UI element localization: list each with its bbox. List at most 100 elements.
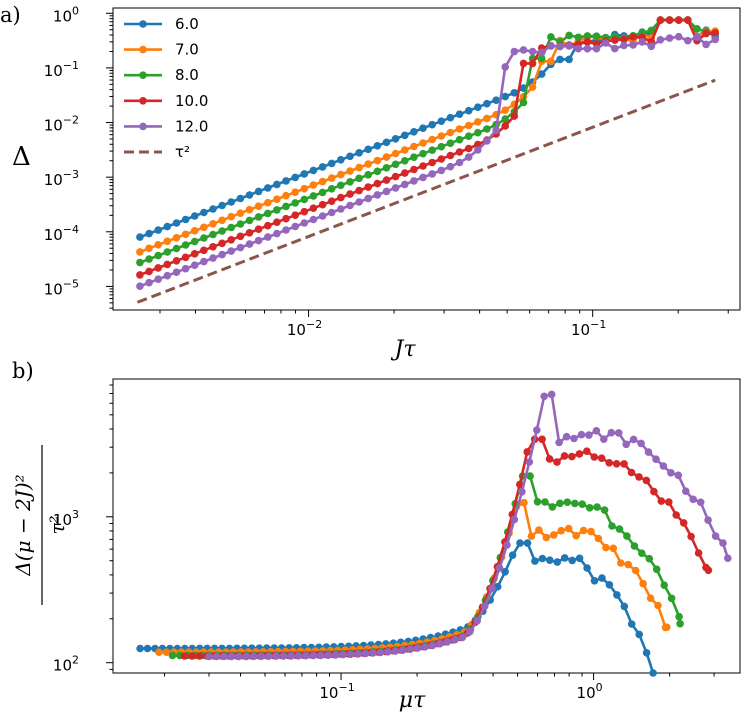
panel-a-data-point [282,226,290,234]
legend-swatch-marker [139,71,147,79]
panel-a-data-point [519,59,528,68]
panel-a-data-point [163,222,172,231]
panel-b-data-point [466,627,474,636]
panel-a-data-point [437,132,446,140]
panel-a-data-point [419,162,427,170]
panel-a-data-point [200,208,208,217]
panel-a-data-point [291,173,300,182]
panel-b-data-point [516,539,524,547]
panel-a-data-point [474,103,482,111]
panel-a-data-point [428,135,437,144]
panel-a-data-point [273,229,281,238]
panel-a-data-point [318,177,327,186]
panel-b-data-point [612,460,621,468]
panel-a-data-point [638,38,646,46]
panel-a-data-point [172,219,181,227]
panel-a-data-point [355,174,363,183]
panel-a-data-point [528,47,537,56]
panel-a-data-point [227,247,235,255]
panel-a-data-point [291,188,300,196]
panel-a-data-point [556,55,564,64]
panel-b-data-point [361,649,370,658]
panel-b-data-point [644,448,653,456]
panel-a-data-point [574,33,583,42]
panel-b-data-point [317,651,325,660]
panel-a-data-point [218,239,226,248]
panel-b-data-point [264,652,273,660]
panel-a-data-point [656,16,665,24]
panel-a-data-point [273,218,281,226]
panel-b-data-point [556,499,564,508]
panel-a-data-point [200,246,208,255]
panel-a-data-point [565,42,573,50]
panel-a-data-point [583,32,592,40]
panel-a-data-point [547,41,555,50]
panel-a-data-point [391,172,400,181]
panel-a-data-point [318,212,327,220]
panel-a-data-point [528,83,537,91]
panel-b-data-point [406,645,415,653]
panel-a-data-point [547,57,555,66]
panel-a-data-point [282,214,290,223]
panel-a-data-point [300,219,309,227]
panel-a-data-point [291,199,300,207]
panel-a-data-point [565,31,573,40]
panel-a-data-point [373,156,382,165]
panel-a-data-point [647,26,656,35]
panel-a-data-point [364,160,373,168]
panel-b-data-point [155,648,163,656]
panel-b-data-point [719,539,727,547]
panel-a-data-point [501,63,510,71]
panel-b-data-point [384,648,392,656]
panel-a-data-point [620,35,628,44]
panel-a-data-point [346,167,354,175]
panel-a-data-point [446,113,455,122]
panel-a-data-point [337,181,345,190]
panel-b-data-point [525,458,534,466]
panel-b-data-point [548,503,557,511]
panel-a-data-point [254,236,263,245]
panel-b-data-point [711,532,720,540]
panel-a-series-line-10.0 [139,18,716,277]
panel-a-data-point [154,275,162,284]
panel-b-data-point [553,558,562,566]
panel-a-data-point [346,201,354,210]
panel-b-data-point [531,557,539,565]
panel-a-data-point [145,244,153,253]
panel-b-data-point [550,531,558,539]
panel-a-data-point [611,44,619,53]
panel-b-data-point [593,503,601,511]
panel-a-data-point [200,234,208,242]
panel-a-data-point [464,153,473,161]
panel-a-data-point [200,257,208,266]
panel-a-data-point [346,178,354,186]
panel-b-data-point [520,498,528,507]
panel-a-data-point [145,229,153,238]
panel-b-data-point [649,669,657,677]
panel-b-data-point [542,533,551,542]
panel-a-data-point [647,42,656,51]
panel-b-data-point [480,602,489,611]
panel-b-ylabel-denominator: τ² [45,515,69,534]
panel-a-data-point [537,54,546,63]
panel-a-data-point [464,132,473,140]
panel-b-data-point [627,468,636,477]
panel-a-data-point [437,117,446,125]
panel-a-data-point [373,191,382,199]
panel-a-data-point [236,209,245,217]
panel-a-data-point [428,146,437,154]
panel-b-data-point [421,643,429,651]
panel-b-data-point [526,472,534,480]
panel-a-ylabel: Δ [12,142,31,172]
panel-b-data-point [488,584,496,593]
panel-a-data-point [172,234,181,242]
panel-a-data-point [601,39,610,47]
panel-b-data-point [645,554,654,563]
panel-a-data-point [401,169,409,177]
panel-b-data-point [608,522,616,530]
panel-b-data-point [212,652,221,661]
panel-b-data-point [667,469,675,477]
panel-a-data-point [190,237,199,246]
panel-b-data-point [495,564,504,572]
